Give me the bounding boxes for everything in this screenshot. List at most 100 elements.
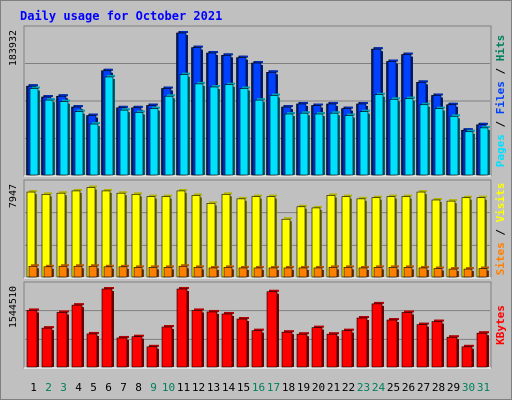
pages-bar bbox=[209, 84, 220, 176]
sites-bar bbox=[178, 264, 189, 278]
series-label: Visits bbox=[494, 183, 507, 223]
sites-bar-shade bbox=[112, 268, 114, 277]
kbytes-bar bbox=[446, 335, 459, 368]
visits-bar-top bbox=[464, 195, 472, 198]
visits-bar-shade bbox=[125, 195, 127, 277]
visits-bar-shade bbox=[380, 199, 382, 277]
sites-bar bbox=[148, 265, 159, 278]
kbytes-bar-shade bbox=[277, 293, 279, 367]
kbytes-bar-shade bbox=[217, 313, 219, 367]
kbytes-bar-shade bbox=[487, 335, 489, 367]
visits-bar-top bbox=[119, 191, 127, 194]
pages-bar bbox=[329, 111, 340, 176]
visits-bar-shade bbox=[320, 209, 322, 277]
sites-bar bbox=[448, 267, 459, 278]
visits-bar bbox=[371, 195, 382, 278]
day-label: 27 bbox=[417, 381, 430, 394]
sites-bar-top bbox=[106, 264, 114, 267]
sites-bar-shade bbox=[52, 268, 54, 277]
kbytes-bar bbox=[56, 310, 69, 368]
day-label: 19 bbox=[297, 381, 310, 394]
day-label: 6 bbox=[105, 381, 112, 394]
day-label: 24 bbox=[372, 381, 386, 394]
pages-bar-shade bbox=[98, 126, 100, 175]
kbytes-bar bbox=[461, 344, 474, 368]
sites-bar bbox=[208, 265, 219, 278]
visits-bar bbox=[431, 197, 442, 278]
visits-bar-top bbox=[59, 191, 67, 194]
pages-bar-face bbox=[224, 84, 234, 176]
visits-bar-shade bbox=[35, 194, 37, 277]
kbytes-bar-face bbox=[446, 336, 458, 368]
sites-bar-top bbox=[76, 264, 84, 267]
sites-bar-shade bbox=[397, 269, 399, 277]
pages-bar-top bbox=[242, 86, 250, 89]
sites-bar bbox=[343, 265, 354, 278]
pages-bar bbox=[149, 106, 160, 176]
sites-bar-top bbox=[31, 264, 39, 267]
kbytes-bar-face bbox=[281, 331, 293, 368]
kbytes-bar-top bbox=[299, 332, 309, 335]
visits-bar-top bbox=[479, 195, 487, 198]
pages-bar-face bbox=[59, 101, 69, 176]
pages-bar-face bbox=[239, 88, 249, 176]
pages-bar bbox=[419, 102, 430, 176]
visits-bar-shade bbox=[95, 189, 97, 277]
sites-bar bbox=[463, 267, 474, 278]
sites-bar bbox=[253, 265, 264, 278]
kbytes-bar bbox=[431, 319, 444, 368]
visits-bar-shade bbox=[65, 195, 67, 277]
visits-bar-face bbox=[461, 197, 471, 278]
visits-bar bbox=[416, 190, 427, 278]
visits-bar bbox=[446, 199, 457, 278]
visits-bar-shade bbox=[50, 196, 52, 277]
kbytes-bar-shade bbox=[172, 329, 174, 367]
visits-bar-top bbox=[104, 188, 112, 191]
sites-bar-top bbox=[301, 265, 309, 268]
files-bar-top bbox=[75, 105, 83, 108]
visits-bar-top bbox=[419, 190, 427, 193]
kbytes-bar-face bbox=[56, 312, 68, 368]
sites-bar-face bbox=[478, 268, 488, 278]
sites-bar-top bbox=[61, 264, 69, 267]
sites-bar-top bbox=[91, 264, 99, 267]
pages-bar-face bbox=[89, 123, 99, 176]
sites-bar-top bbox=[121, 264, 129, 267]
visits-bar bbox=[41, 192, 52, 278]
visits-bar-top bbox=[344, 194, 352, 197]
kbytes-bar-top bbox=[209, 309, 219, 312]
sites-bar-face bbox=[238, 267, 248, 278]
kbytes-bar-face bbox=[266, 291, 278, 368]
kbytes-bar-face bbox=[371, 303, 383, 368]
kbytes-bar bbox=[146, 344, 159, 368]
kbytes-bar-shade bbox=[322, 329, 324, 367]
sites-bar-shade bbox=[127, 268, 129, 277]
visits-bar-face bbox=[116, 192, 126, 278]
sites-bar-shade bbox=[202, 269, 204, 277]
pages-bar-shade bbox=[413, 100, 415, 175]
visits-bar-shade bbox=[485, 199, 487, 277]
visits-bar-top bbox=[374, 195, 382, 198]
pages-bar-shade bbox=[83, 113, 85, 175]
kbytes-bar-top bbox=[194, 308, 204, 311]
pages-bar bbox=[479, 125, 490, 176]
pages-bar-top bbox=[227, 82, 235, 85]
kbytes-bar-shade bbox=[262, 332, 264, 367]
visits-bar bbox=[26, 190, 37, 278]
sites-bar-shade bbox=[352, 269, 354, 277]
pages-bar-top bbox=[302, 111, 310, 114]
pages-bar bbox=[344, 113, 355, 176]
sites-bar-shade bbox=[142, 269, 144, 277]
pages-bar bbox=[179, 72, 190, 176]
files-bar-top bbox=[135, 105, 143, 108]
pages-bar-face bbox=[329, 112, 339, 176]
hits-files-pages-panel bbox=[23, 25, 492, 177]
kbytes-bar-face bbox=[176, 288, 188, 368]
sites-bar bbox=[328, 265, 339, 278]
sites-bar-top bbox=[466, 267, 474, 270]
pages-bar-top bbox=[272, 93, 280, 96]
files-bar-top bbox=[480, 122, 488, 125]
kbytes-bar bbox=[71, 303, 84, 368]
sites-bar-face bbox=[163, 267, 173, 278]
